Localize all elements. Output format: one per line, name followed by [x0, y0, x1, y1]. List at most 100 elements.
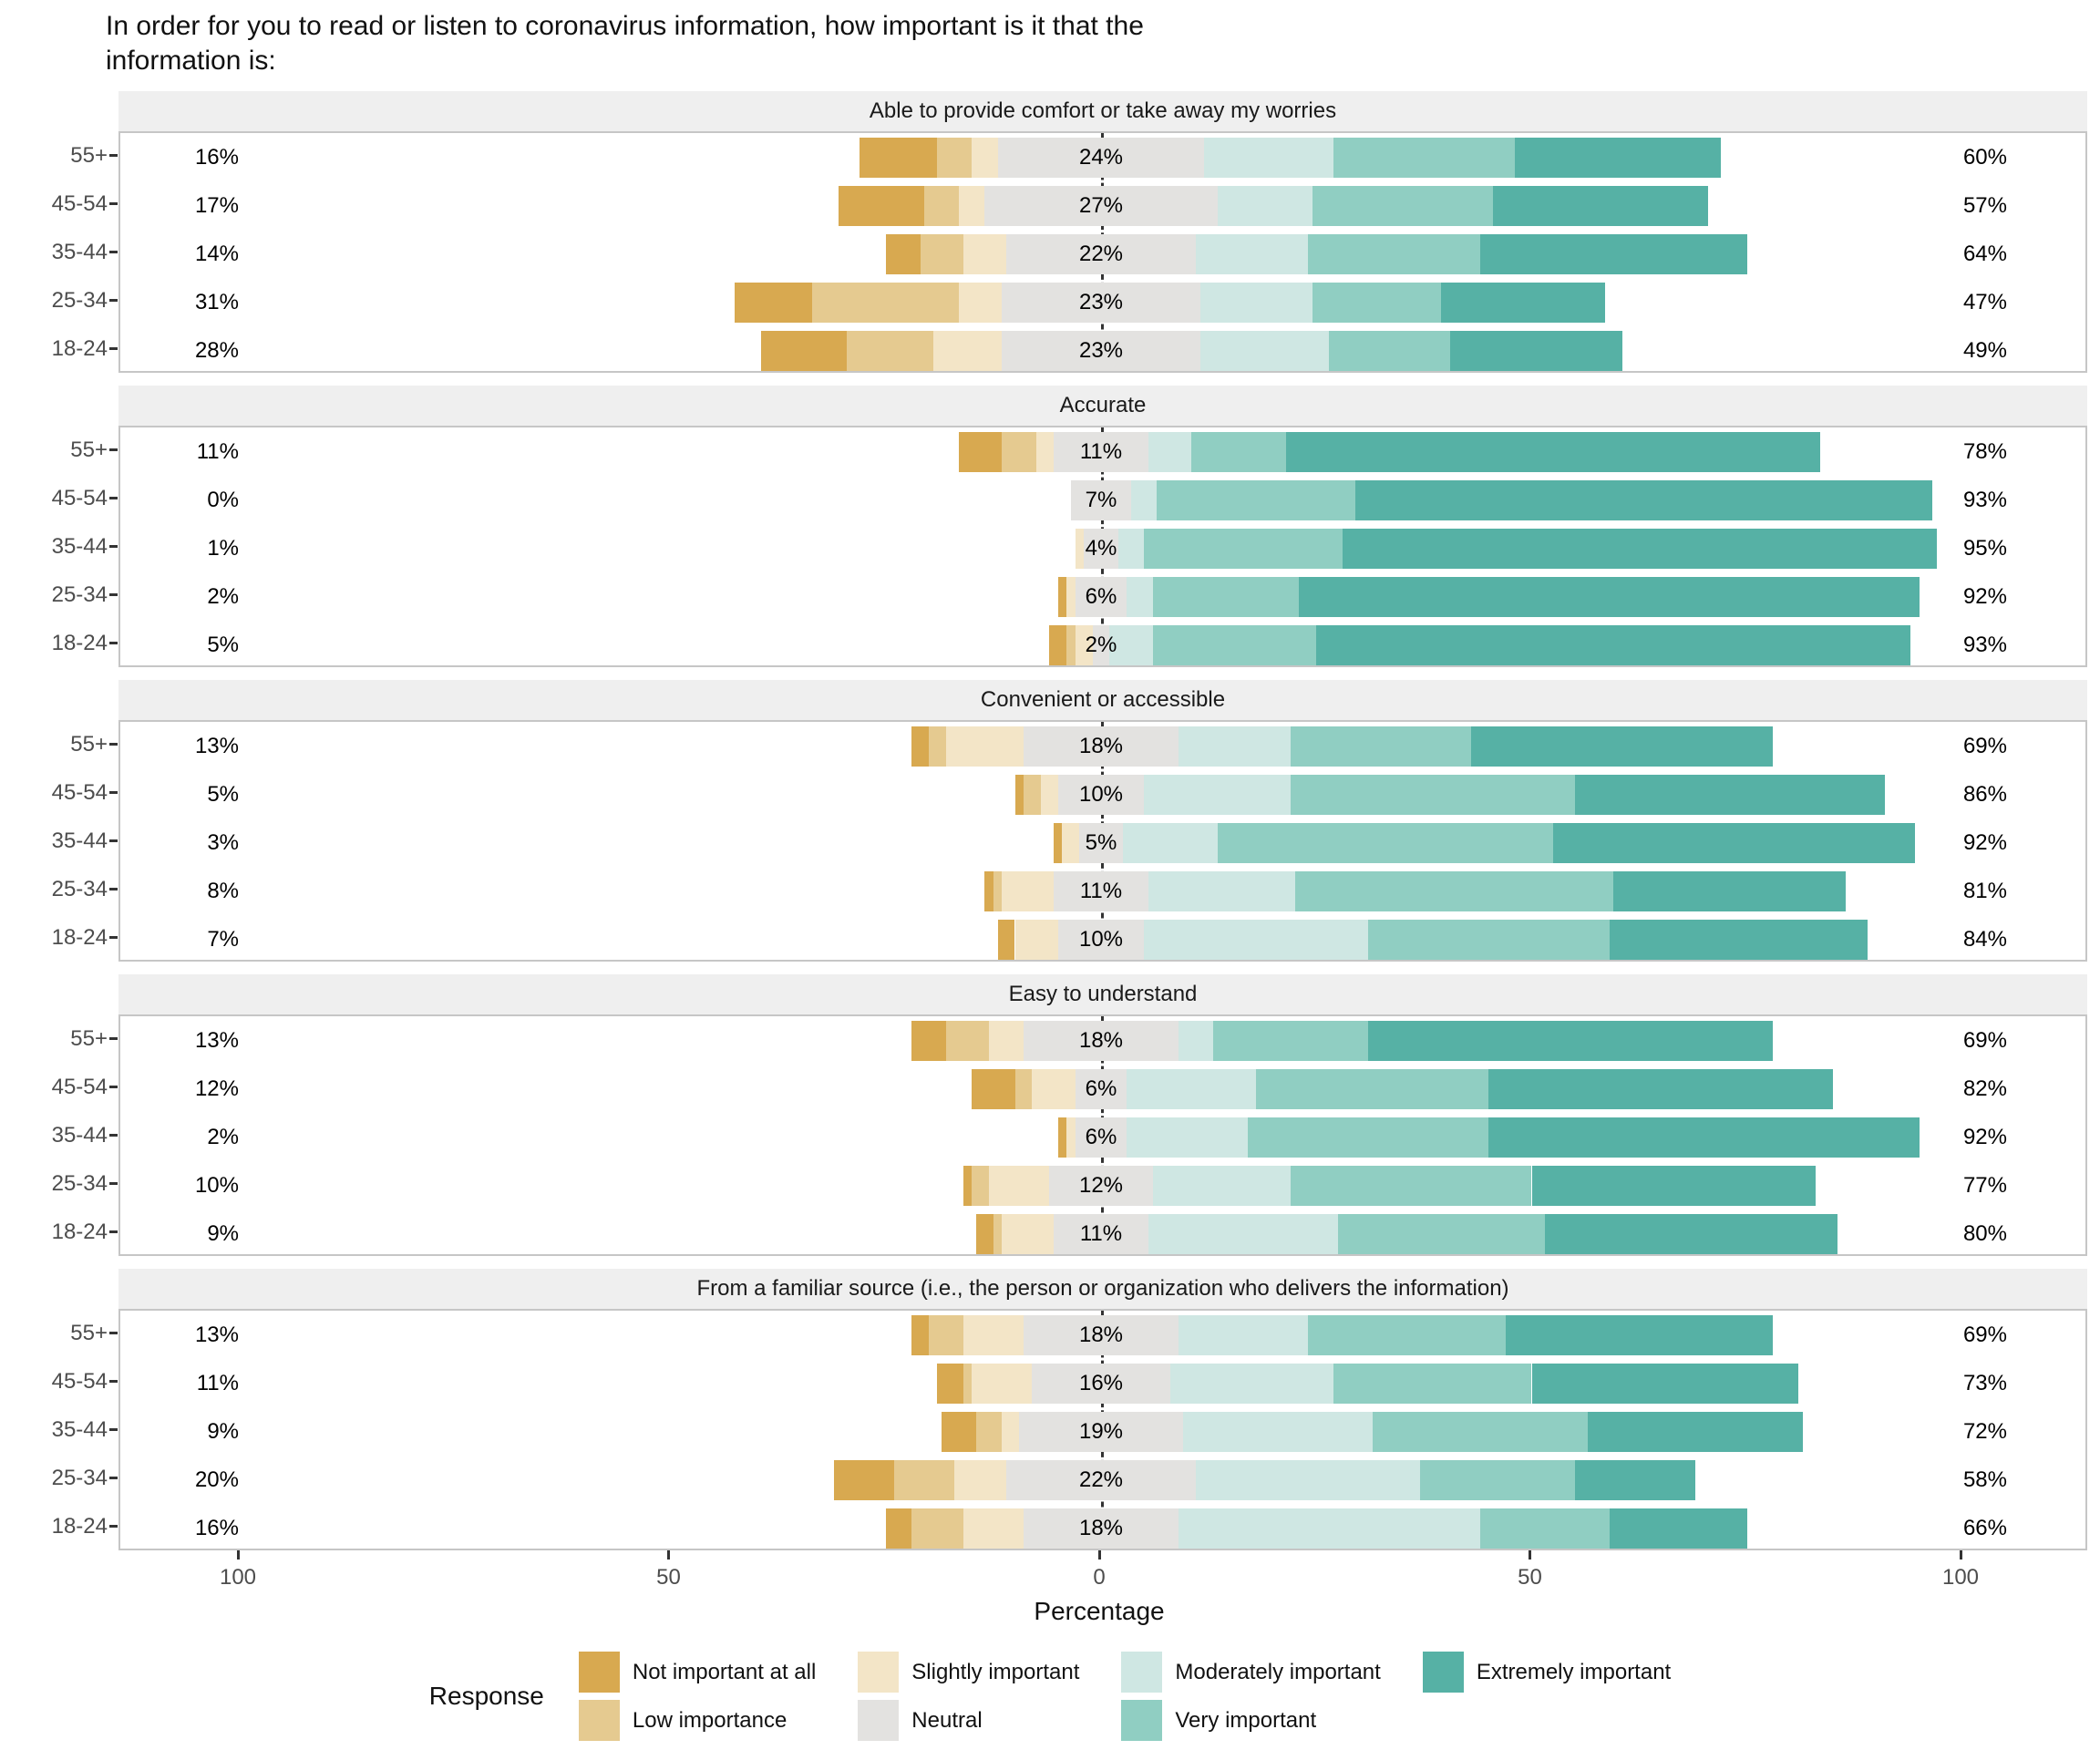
legend-item: Very important: [1121, 1700, 1380, 1741]
panel-header: Able to provide comfort or take away my …: [118, 91, 2087, 131]
bar-segment-very-important: [1290, 726, 1472, 767]
neutral-label: 18%: [1078, 733, 1124, 758]
x-axis-tick-label: 0: [1093, 1565, 1106, 1590]
legend-label: Extremely important: [1476, 1659, 1672, 1684]
y-axis-tick: [109, 1086, 118, 1088]
bar-segment-extremely-important: [1479, 233, 1747, 274]
bar-segment-not-important-at-all: [975, 1213, 993, 1254]
bar-segment-not-important-at-all: [1057, 576, 1067, 617]
y-axis-tick: [109, 299, 118, 302]
legend-item: Extremely important: [1422, 1652, 1672, 1693]
bar-segment-moderately-important: [1127, 1068, 1257, 1109]
bar-segment-extremely-important: [1609, 919, 1868, 960]
left-total-label: 2%: [207, 583, 239, 609]
bar-segment-slightly-important: [1075, 528, 1085, 569]
bar-segment-not-important-at-all: [911, 1314, 929, 1355]
bar-segment-neutral: [1075, 1068, 1127, 1109]
age-group-label: 18-24: [51, 1513, 108, 1539]
right-total-label: 69%: [1962, 1027, 2007, 1053]
bar-segment-moderately-important: [1179, 1314, 1308, 1355]
bar-segment-neutral: [1023, 1020, 1179, 1061]
bar-segment-slightly-important: [1002, 870, 1054, 911]
bar-segment-moderately-important: [1169, 1363, 1334, 1404]
right-total-label: 64%: [1962, 241, 2007, 266]
y-axis-tick: [109, 347, 118, 350]
bar-segment-extremely-important: [1449, 330, 1622, 371]
x-axis-tick: [1097, 1550, 1101, 1560]
bar-segment-not-important-at-all: [760, 330, 848, 371]
bar-segment-very-important: [1157, 479, 1355, 520]
bar-segment-low-importance: [929, 726, 946, 767]
bar-segment-not-important-at-all: [860, 137, 938, 178]
y-axis-tick: [109, 839, 118, 842]
age-group-label: 35-44: [51, 1122, 108, 1148]
bar-segment-slightly-important: [962, 233, 1007, 274]
y-axis-tick: [109, 1380, 118, 1383]
neutral-label: 4%: [1085, 535, 1117, 561]
bar-segment-slightly-important: [1040, 774, 1058, 815]
bar-segment-moderately-important: [1204, 137, 1334, 178]
left-total-label: 0%: [207, 487, 239, 512]
left-total-label: 10%: [194, 1172, 239, 1198]
panel-body: 13% 18% 69% 11% 16% 73% 9% 19% 72% 20% 22% 58% 16% 18…: [118, 1309, 2087, 1550]
bar-segment-extremely-important: [1471, 726, 1774, 767]
bar-segment-extremely-important: [1492, 185, 1709, 226]
bar-segment-not-important-at-all: [1057, 1117, 1067, 1158]
x-axis-tick-label: 50: [1518, 1565, 1542, 1590]
bar-segment-slightly-important: [1066, 1117, 1076, 1158]
bar-segment-extremely-important: [1506, 1314, 1774, 1355]
bar-segment-low-importance: [1014, 1068, 1033, 1109]
neutral-label: 22%: [1078, 1467, 1124, 1492]
right-total-label: 58%: [1962, 1467, 2007, 1492]
y-axis-tick: [109, 1134, 118, 1137]
bar-segment-moderately-important: [1148, 870, 1295, 911]
bar-segment-neutral: [1092, 624, 1110, 665]
bar-segment-not-important-at-all: [1049, 624, 1067, 665]
y-axis-tick: [109, 888, 118, 890]
bar-segment-slightly-important: [1032, 1068, 1076, 1109]
y-axis-tick: [109, 154, 118, 157]
y-axis-tick: [109, 1525, 118, 1528]
panel-title: From a familiar source (i.e., the person…: [696, 1276, 1509, 1301]
bar-segment-low-importance: [1002, 431, 1037, 472]
x-axis-tick: [1959, 1550, 1962, 1560]
bar-segment-extremely-important: [1609, 1508, 1747, 1549]
bar-segment-moderately-important: [1109, 624, 1153, 665]
bar-segment-low-importance: [962, 1363, 973, 1404]
panel-body: 13% 18% 69% 5% 10% 86% 3% 5% 92% 8% 11% 81% 7% 10% 84%: [118, 720, 2087, 962]
bar-segment-moderately-important: [1179, 1508, 1480, 1549]
bar-segment-very-important: [1152, 624, 1317, 665]
bar-segment-moderately-important: [1195, 1459, 1420, 1500]
age-group-label: 25-34: [51, 1465, 108, 1490]
bar-segment-neutral: [1049, 1165, 1153, 1206]
bar-segment-moderately-important: [1144, 774, 1291, 815]
panel-body: 13% 18% 69% 12% 6% 82% 2% 6% 92% 10% 12% 77% 9% 11% 80…: [118, 1014, 2087, 1256]
bar-segment-low-importance: [924, 185, 960, 226]
bar-segment-very-important: [1294, 870, 1614, 911]
neutral-label: 12%: [1078, 1172, 1124, 1198]
neutral-label: 11%: [1079, 438, 1123, 464]
bar-segment-extremely-important: [1514, 137, 1722, 178]
bar-segment-very-important: [1367, 919, 1610, 960]
neutral-label: 2%: [1085, 632, 1117, 657]
right-total-label: 78%: [1962, 438, 2007, 464]
bar-segment-extremely-important: [1488, 1117, 1920, 1158]
neutral-label: 6%: [1085, 1124, 1117, 1149]
age-group-label: 45-54: [51, 485, 108, 510]
bar-segment-not-important-at-all: [942, 1411, 976, 1452]
bar-segment-low-importance: [945, 1020, 990, 1061]
bar-segment-moderately-important: [1217, 185, 1312, 226]
age-group-label: 25-34: [51, 1170, 108, 1196]
legend-item: Slightly important: [858, 1652, 1079, 1693]
right-total-label: 86%: [1962, 781, 2007, 807]
bar-segment-neutral: [1002, 282, 1200, 323]
left-total-label: 3%: [207, 829, 239, 855]
y-axis-tick: [109, 448, 118, 451]
x-axis-tick: [667, 1550, 670, 1560]
bar-segment-slightly-important: [959, 185, 985, 226]
left-total-label: 7%: [207, 926, 239, 952]
legend-swatch-very-important: [1121, 1700, 1163, 1741]
bar-segment-slightly-important: [1002, 1411, 1020, 1452]
panel-header: Convenient or accessible: [118, 680, 2087, 720]
left-total-label: 17%: [194, 192, 239, 218]
